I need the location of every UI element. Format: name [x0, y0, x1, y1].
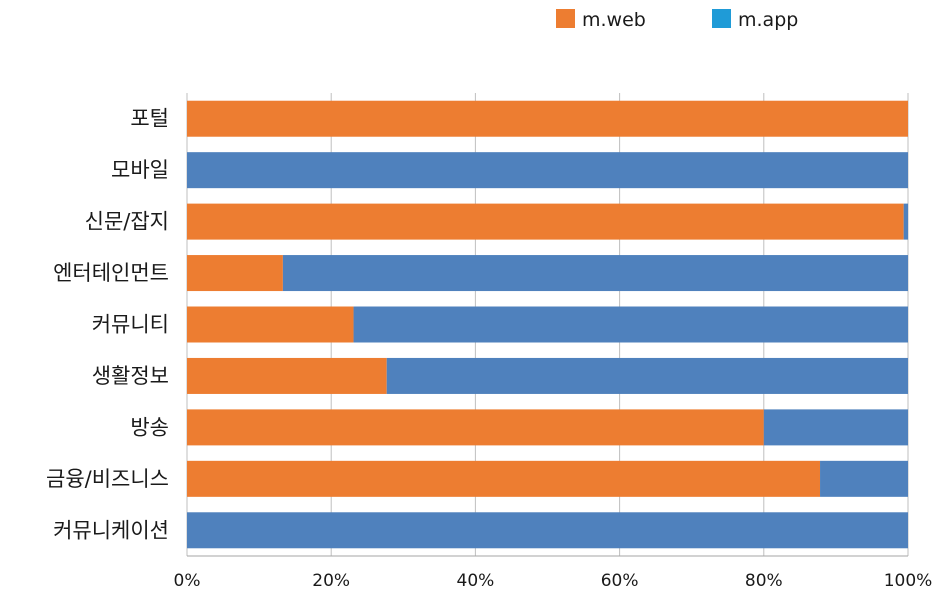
legend-swatch-m-app: [712, 9, 731, 28]
x-tick-label: 80%: [745, 571, 783, 591]
bar-m-app-2: [903, 203, 908, 240]
category-label: 포털: [130, 107, 169, 131]
x-tick-label: 100%: [884, 571, 933, 591]
bar-m-web-3: [187, 255, 283, 292]
category-label: 커뮤니케이션: [53, 518, 169, 542]
x-tick-label: 40%: [457, 571, 495, 591]
bar-m-web-4: [187, 306, 354, 343]
legend: m.web m.app: [556, 9, 798, 31]
bar-m-app-3: [282, 255, 908, 292]
x-tick-label: 0%: [174, 571, 201, 591]
legend-swatch-m-web: [556, 9, 575, 28]
bar-m-app-6: [763, 409, 908, 446]
category-label: 커뮤니티: [92, 313, 169, 337]
bar-m-web-6: [187, 409, 764, 446]
x-axis-tick-labels: 0% 20% 40% 60% 80% 100%: [174, 571, 933, 591]
x-tick-label: 60%: [601, 571, 639, 591]
bar-m-app-7: [820, 460, 908, 497]
bar-m-web-2: [187, 203, 904, 240]
category-label: 모바일: [111, 158, 169, 182]
legend-label-m-web: m.web: [582, 9, 646, 31]
category-label: 신문/잡지: [85, 210, 169, 234]
category-label: 방송: [130, 415, 169, 439]
category-label: 금융/비즈니스: [46, 467, 169, 491]
category-label: 생활정보: [92, 364, 169, 388]
x-tick-label: 20%: [312, 571, 350, 591]
category-label: 엔터테인먼트: [53, 261, 169, 285]
legend-label-m-app: m.app: [738, 9, 798, 31]
bars: [187, 100, 908, 549]
bar-m-web-0: [187, 100, 908, 137]
bar-m-web-5: [187, 357, 387, 394]
bar-m-app-1: [187, 152, 908, 189]
bar-m-web-7: [187, 460, 821, 497]
bar-m-app-8: [187, 512, 908, 549]
bar-m-app-4: [353, 306, 908, 343]
bar-m-app-5: [386, 357, 908, 394]
